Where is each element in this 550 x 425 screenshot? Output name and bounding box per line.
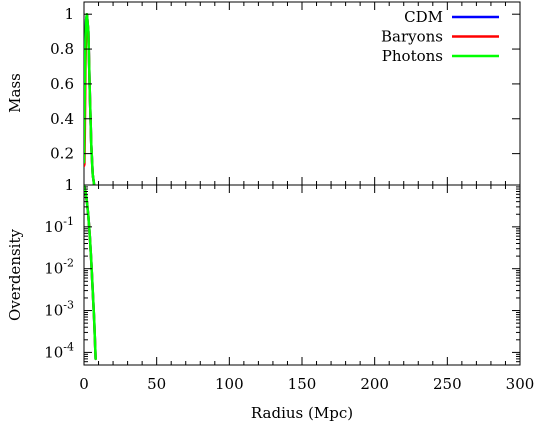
x-tick-label: 0 [79, 375, 89, 393]
legend-label-baryons: Baryons [381, 28, 443, 46]
x-tick-labels: 0 50 100 150 200 250 300 [79, 375, 534, 393]
overdensity-y-tick-label: 10-3 [44, 299, 74, 320]
legend-label-cdm: CDM [404, 8, 443, 26]
mass-series-photons [84, 12, 96, 185]
mass-y-ticks: 0.2 0.4 0.6 0.8 1 [50, 5, 520, 163]
overdensity-curves [84, 185, 97, 361]
overdensity-panel: 1 10-1 10-2 10-3 10-4 Overdensity [6, 176, 521, 366]
legend-label-photons: Photons [382, 47, 443, 65]
mass-y-tick-label: 0.8 [50, 40, 74, 58]
mass-y-tick-label: 0.4 [50, 110, 74, 128]
x-tick-label: 300 [506, 375, 535, 393]
x-axis-label: Radius (Mpc) [251, 404, 353, 422]
overdensity-x-ticks [98, 185, 506, 365]
mass-y-axis-label: Mass [6, 73, 24, 113]
overdensity-y-tick-label: 10-1 [44, 215, 74, 236]
mass-x-ticks [98, 2, 506, 185]
x-tick-label: 250 [433, 375, 462, 393]
x-tick-label: 100 [215, 375, 244, 393]
x-tick-label: 200 [360, 375, 389, 393]
overdensity-series-photons [84, 185, 97, 361]
overdensity-y-tick-label: 1 [64, 176, 74, 194]
x-tick-label: 50 [147, 375, 166, 393]
mass-y-tick-label: 0.2 [50, 145, 74, 163]
overdensity-y-ticks: 1 10-1 10-2 10-3 10-4 [44, 176, 520, 363]
overdensity-y-axis-label: Overdensity [6, 229, 24, 321]
mass-y-tick-label: 1 [64, 5, 74, 23]
mass-y-tick-label: 0.6 [50, 75, 74, 93]
x-tick-label: 150 [288, 375, 317, 393]
overdensity-y-tick-label: 10-4 [44, 340, 74, 361]
overdensity-y-tick-label: 10-2 [44, 257, 74, 278]
